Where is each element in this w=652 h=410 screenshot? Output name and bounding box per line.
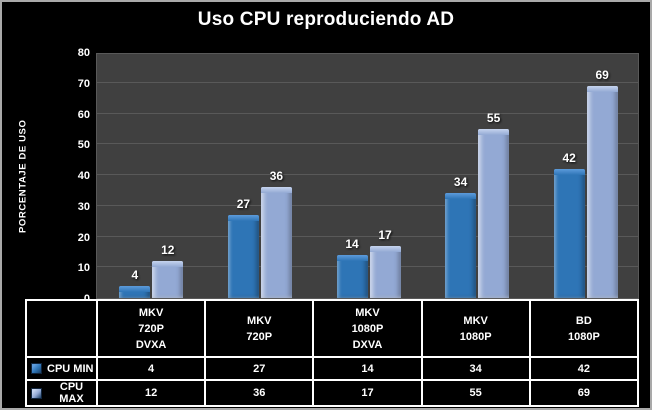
bar-top-bevel <box>445 193 477 200</box>
bar-value-label: 12 <box>161 243 175 258</box>
bar-value-label: 27 <box>236 196 251 211</box>
bar-top-bevel <box>260 187 292 194</box>
row-header: CPU MIN <box>25 356 98 381</box>
bar-top-bevel <box>553 168 585 175</box>
value-cell: 34 <box>420 356 531 381</box>
value-cell: 14 <box>312 356 423 381</box>
category-cell: MKV 1080P <box>420 299 531 358</box>
bar-value-label: 42 <box>562 150 576 165</box>
category-line: MKV <box>463 314 488 327</box>
plot-area: 4 12 27 36 14 17 34 55 42 69 <box>96 53 639 299</box>
value-cell: 36 <box>204 379 315 407</box>
value-cell: 4 <box>95 356 207 381</box>
y-tick-label: 10 <box>77 262 90 275</box>
bar-cpu-max <box>586 85 618 298</box>
category-line: DXVA <box>352 338 383 351</box>
gridline <box>97 112 638 114</box>
gridline <box>97 174 638 175</box>
bar-cpu-min <box>119 285 151 298</box>
table-row: CPU MIN 4 27 14 34 42 <box>25 356 640 381</box>
bar-top-bevel <box>152 261 184 268</box>
bar-cpu-max <box>478 128 510 298</box>
value-cell: 27 <box>204 356 315 381</box>
category-line: 720P <box>138 322 164 335</box>
series-name-label: CPU MIN <box>47 362 94 375</box>
bar-top-bevel <box>586 85 618 92</box>
bar-top-bevel <box>119 285 151 292</box>
bar-top-bevel <box>227 214 259 221</box>
row-header-inner: CPU MIN <box>27 363 96 375</box>
bar-value-label: 69 <box>595 67 609 82</box>
category-cell: MKV 1080P DXVA <box>312 299 423 358</box>
y-tick-label: 50 <box>77 139 90 152</box>
row-header-inner: CPU MAX <box>27 381 96 405</box>
value-cell: 17 <box>312 379 423 407</box>
bar-value-label: 34 <box>453 175 468 190</box>
bar-cpu-min <box>553 168 585 298</box>
y-tick-label: 80 <box>77 47 90 59</box>
category-line: MKV <box>138 306 164 319</box>
y-tick-label: 30 <box>77 200 90 213</box>
bar-cpu-min <box>445 193 477 298</box>
category-line: MKV <box>247 314 272 327</box>
gridline <box>97 235 638 237</box>
value-cell: 55 <box>420 379 531 407</box>
data-table: MKV 720P DVXA MKV 720P MKV 1080P DXVA MKV 1080P BD… <box>25 299 640 407</box>
bar-cpu-max <box>260 187 292 298</box>
table-corner-cell <box>25 299 98 358</box>
bar-value-label: 36 <box>269 169 284 184</box>
gridline <box>97 266 638 268</box>
value-cell: 12 <box>95 379 207 407</box>
chart-title: Uso CPU reproduciendo AD <box>197 9 455 30</box>
bar-cpu-min <box>227 214 259 298</box>
category-line: 720P <box>246 330 273 343</box>
value-cell: 69 <box>528 379 640 407</box>
legend-swatch-icon <box>31 363 42 374</box>
value-cell: 42 <box>528 356 640 381</box>
series-name-label: CPU MAX <box>59 381 84 405</box>
category-line: MKV <box>355 306 380 319</box>
y-tick-label: 70 <box>77 77 90 90</box>
table-row: CPU MAX 12 36 17 55 69 <box>25 379 640 407</box>
y-tick-label: 20 <box>77 231 90 244</box>
bar-cpu-max <box>152 261 184 298</box>
category-line: BD <box>575 314 592 327</box>
bar-top-bevel <box>478 128 510 135</box>
category-line: DVXA <box>135 338 167 351</box>
y-axis-title: PORCENTAJE DE USO <box>17 119 29 233</box>
row-header: CPU MAX <box>25 379 98 407</box>
gridline <box>97 204 638 206</box>
y-tick-label: 40 <box>77 170 90 182</box>
bar-value-label: 4 <box>131 267 139 282</box>
bar-cpu-max <box>369 245 401 298</box>
category-cell: MKV 720P <box>204 299 315 358</box>
bar-top-bevel <box>336 254 368 261</box>
gridline <box>97 81 638 83</box>
legend-swatch-icon <box>31 387 42 399</box>
bar-value-label: 17 <box>378 227 392 242</box>
category-cell: MKV 720P DVXA <box>95 299 207 358</box>
category-line: 1080P <box>567 330 600 343</box>
category-line: 1080P <box>351 322 384 335</box>
y-tick-label: 60 <box>77 108 90 121</box>
gridline <box>97 143 638 145</box>
bar-value-label: 14 <box>345 236 359 251</box>
category-cell: BD 1080P <box>528 299 640 358</box>
y-tick-label: 0 <box>83 293 90 305</box>
category-line: 1080P <box>459 330 492 343</box>
bar-top-bevel <box>369 245 401 252</box>
bar-cpu-min <box>336 254 368 298</box>
bar-value-label: 55 <box>486 110 501 125</box>
